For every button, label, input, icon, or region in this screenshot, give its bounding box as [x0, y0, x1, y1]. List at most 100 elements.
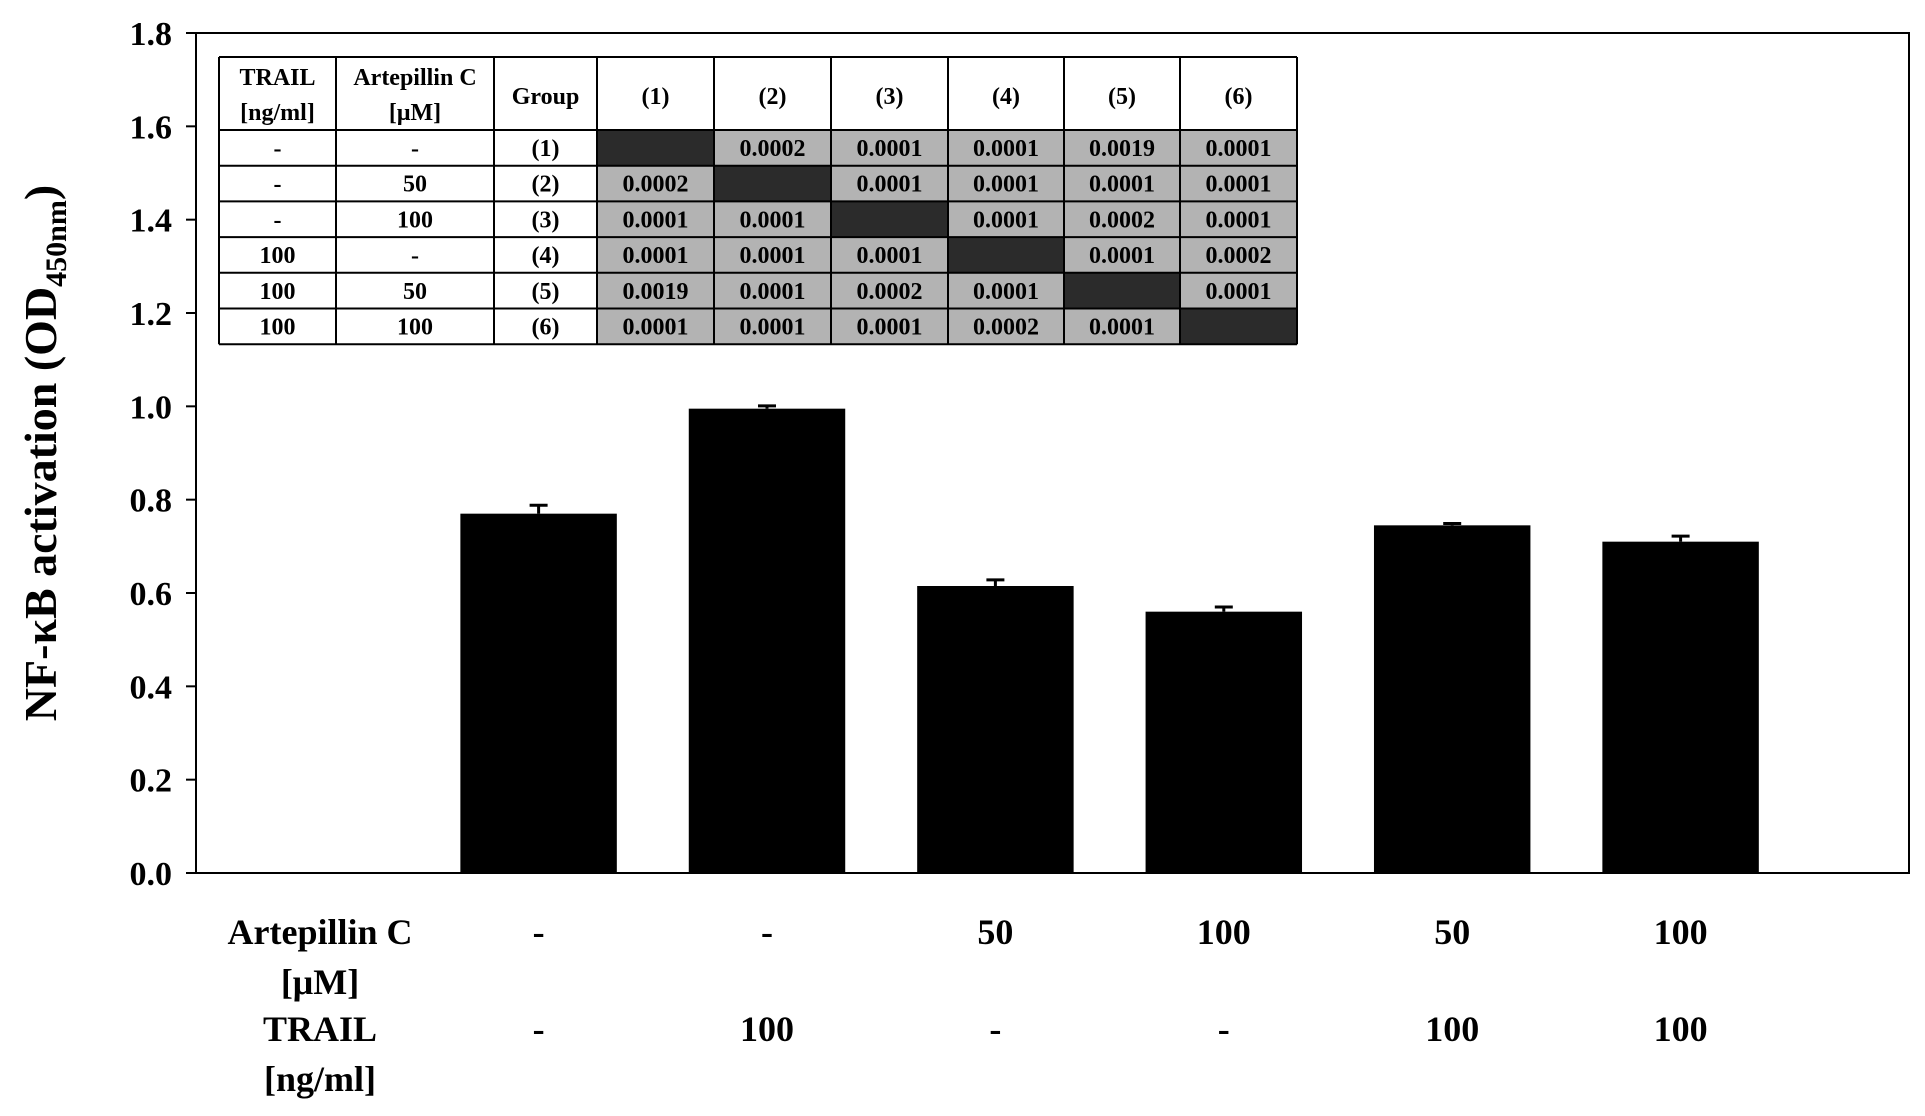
diagonal-cell [1064, 272, 1180, 309]
table-cell-pvalue: 0.0001 [623, 315, 689, 341]
table-header-group: Group [512, 84, 580, 110]
table-cell-pvalue: 0.0001 [857, 315, 923, 341]
pvalue-cell [1180, 130, 1297, 166]
table-header-column: (2) [759, 84, 787, 110]
condition-value: 100 [1425, 1009, 1479, 1049]
condition-value: - [533, 912, 545, 952]
table-cell-pvalue: 0.0001 [1206, 172, 1272, 198]
condition-row-label: Artepillin C [228, 912, 413, 952]
table-cell-trail: 100 [260, 279, 296, 305]
pvalue-cell [1180, 272, 1297, 309]
table-header-column: (3) [876, 84, 904, 110]
pvalue-cell [714, 201, 831, 238]
pvalue-cell [1064, 165, 1180, 202]
table-cell-group: (3) [532, 207, 560, 233]
y-tick-label: 1.8 [130, 16, 173, 53]
table-cell-pvalue: 0.0001 [973, 207, 1039, 233]
table-cell-pvalue: 0.0001 [740, 207, 806, 233]
pvalue-cell [831, 165, 948, 202]
y-tick-label: 1.2 [130, 296, 173, 333]
pvalue-cell [1064, 201, 1180, 238]
table-header-trail-unit: [ng/ml] [240, 100, 315, 126]
pvalue-cell [597, 308, 714, 345]
table-cell-pvalue: 0.0001 [740, 279, 806, 305]
table-cell-trail: 100 [260, 315, 296, 341]
table-cell-pvalue: 0.0001 [857, 243, 923, 269]
pvalue-cell [1180, 237, 1297, 273]
pvalue-cell [948, 165, 1064, 202]
table-cell-pvalue: 0.0001 [973, 172, 1039, 198]
condition-labels: Artepillin C [μM] - - 50 100 50 100 TRAIL [ng/ml]… [228, 912, 1708, 1099]
table-cell-artepillin: 50 [403, 172, 427, 198]
table-cell-artepillin: 50 [403, 279, 427, 305]
y-tick-label: 1.6 [130, 109, 173, 146]
table-cell-pvalue: 0.0001 [857, 172, 923, 198]
condition-value: 100 [1197, 912, 1251, 952]
table-cell-group: (4) [532, 243, 560, 269]
y-tick-label: 0.4 [130, 669, 173, 706]
pvalue-cell [714, 130, 831, 166]
bar [917, 586, 1074, 873]
table-cell-pvalue: 0.0001 [623, 207, 689, 233]
table-cell-pvalue: 0.0001 [1089, 172, 1155, 198]
table-header-column: (6) [1225, 84, 1253, 110]
pvalue-cell [597, 165, 714, 202]
y-tick-label: 1.4 [130, 203, 173, 240]
bar [1602, 541, 1759, 873]
table-cell-group: (5) [532, 279, 560, 305]
condition-value: 50 [977, 912, 1013, 952]
table-header-trail: TRAIL [239, 65, 315, 91]
table-cell-group: (6) [532, 315, 560, 341]
pvalue-cell [831, 237, 948, 273]
table-cell-pvalue: 0.0001 [1206, 136, 1272, 162]
table-cell-pvalue: 0.0001 [973, 136, 1039, 162]
table-cell-group: (1) [532, 136, 560, 162]
condition-value: 100 [1654, 1009, 1708, 1049]
pvalue-cell [714, 237, 831, 273]
pvalue-cell [597, 201, 714, 238]
table-cell-pvalue: 0.0019 [1089, 136, 1155, 162]
table-cell-artepillin: 100 [397, 207, 433, 233]
table-cell-pvalue: 0.0001 [740, 315, 806, 341]
table-cell-trail: 100 [260, 243, 296, 269]
pvalue-cell [831, 130, 948, 166]
pvalue-cell [1180, 201, 1297, 238]
table-cell-artepillin: 100 [397, 315, 433, 341]
table-cell-pvalue: 0.0001 [1089, 243, 1155, 269]
pvalue-cell [948, 272, 1064, 309]
condition-value: - [1218, 1009, 1230, 1049]
pvalue-cell [1064, 130, 1180, 166]
condition-value: - [761, 912, 773, 952]
table-cell-pvalue: 0.0001 [973, 279, 1039, 305]
pvalue-cell [597, 272, 714, 309]
y-axis-label: NF-κB activation (OD450nm) [15, 185, 73, 721]
diagonal-cell [597, 130, 714, 166]
condition-value: 100 [740, 1009, 794, 1049]
diagonal-cell [714, 165, 831, 202]
table-header-column: (4) [992, 84, 1020, 110]
pvalue-cell [597, 237, 714, 273]
table-header-column: (1) [642, 84, 670, 110]
condition-row-unit: [μM] [281, 962, 359, 1002]
table-cell-pvalue: 0.0002 [740, 136, 806, 162]
condition-value: 50 [1434, 912, 1470, 952]
y-tick-label: 0.2 [130, 763, 173, 800]
bar [1373, 525, 1531, 873]
pvalue-cell [1064, 308, 1180, 345]
table-cell-pvalue: 0.0001 [1206, 207, 1272, 233]
bar [1145, 611, 1303, 873]
table-cell-pvalue: 0.0001 [1089, 315, 1155, 341]
condition-value: - [533, 1009, 545, 1049]
table-cell-artepillin: - [411, 243, 419, 269]
pvalue-cell [1064, 237, 1180, 273]
table-cell-pvalue: 0.0001 [623, 243, 689, 269]
table-cell-pvalue: 0.0002 [1089, 207, 1155, 233]
table-cell-pvalue: 0.0019 [623, 279, 689, 305]
y-tick-label: 1.0 [130, 389, 173, 426]
table-cell-trail: - [274, 136, 282, 162]
pvalue-cell [831, 272, 948, 309]
axes: 0.0 0.2 0.4 0.6 0.8 1.0 1.2 1.4 1.6 1.8 NF-κB acti… [15, 16, 1910, 893]
table-header-column: (5) [1108, 84, 1136, 110]
pvalue-cell [831, 308, 948, 345]
